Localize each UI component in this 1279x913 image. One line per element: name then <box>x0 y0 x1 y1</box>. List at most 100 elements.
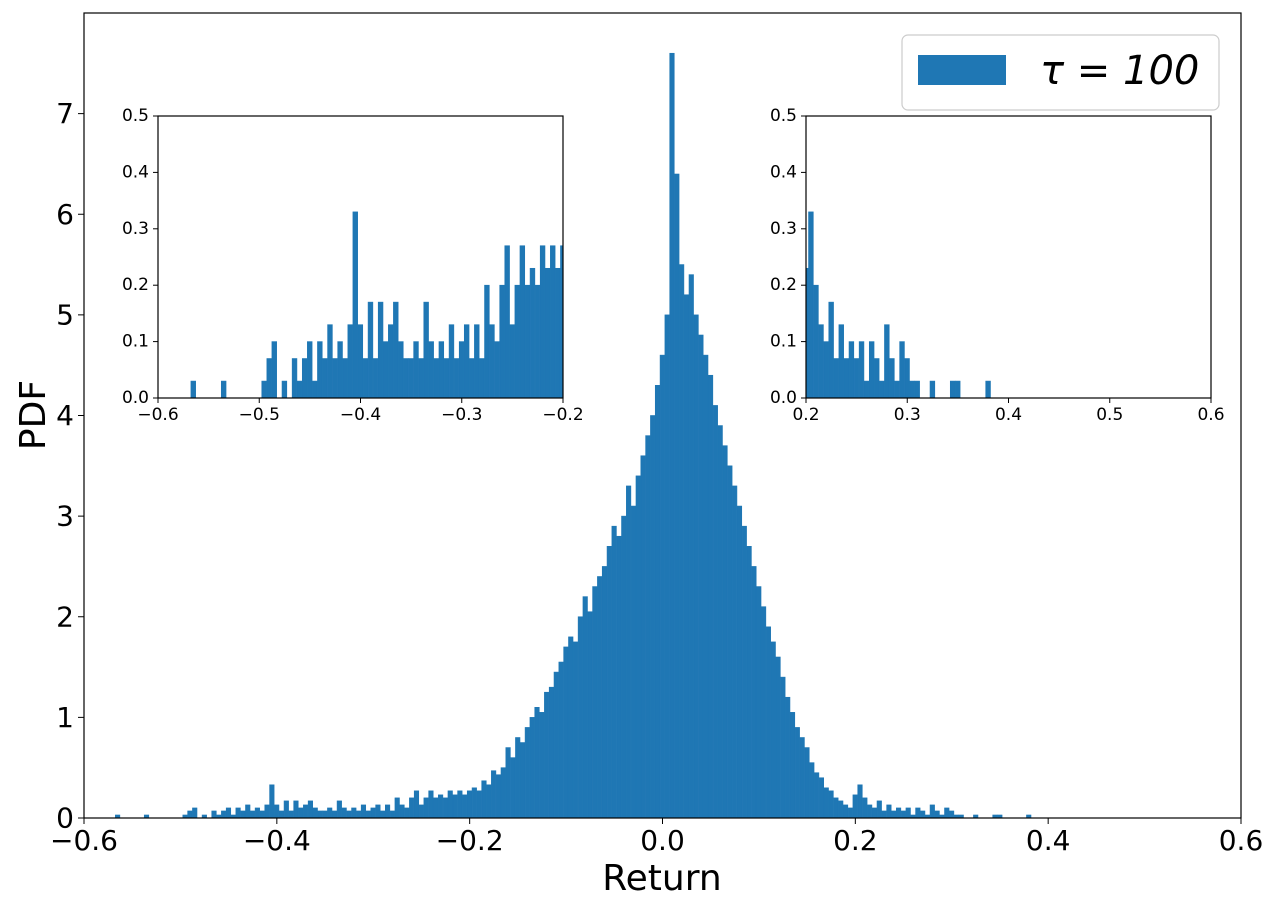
main-bar <box>346 810 352 819</box>
inset-0-bar <box>408 358 414 399</box>
main-bar <box>558 661 564 819</box>
main-bar <box>370 807 376 819</box>
main-x-tick-label: 0.0 <box>640 824 685 857</box>
inset-0-bar <box>443 358 450 399</box>
main-bar <box>577 616 583 819</box>
inset-1-x-tick-label: 0.3 <box>894 405 921 425</box>
legend: τ = 100 <box>901 34 1220 111</box>
inset-0-bar <box>514 284 520 399</box>
inset-0-x-tick-label: −0.2 <box>542 405 583 425</box>
main-bar <box>804 747 810 819</box>
main-bar <box>635 475 641 819</box>
inset-1-bar <box>838 324 844 399</box>
inset-0-bar <box>327 324 333 399</box>
main-bar <box>674 173 680 819</box>
main-bar <box>626 485 632 819</box>
main-bar <box>187 810 193 819</box>
main-bar <box>423 797 429 819</box>
inset-0-bar <box>418 358 424 399</box>
main-bar <box>510 757 516 819</box>
inset-0-bar <box>428 341 434 399</box>
inset-right-ticks: 0.2 0.3 0.4 0.5 0.6 0.0 0.1 0.2 0.3 0.4 0.5 <box>770 106 1225 425</box>
main-bar <box>519 742 526 819</box>
main-bar <box>905 807 911 819</box>
main-bar <box>775 656 781 819</box>
main-bar <box>688 274 694 819</box>
main-bar <box>621 515 627 819</box>
main-bar <box>915 807 921 819</box>
main-bar <box>587 611 593 819</box>
inset-0-bar <box>393 301 399 399</box>
main-bar <box>679 264 685 819</box>
inset-0-bar <box>372 358 379 399</box>
main-bar <box>389 810 395 819</box>
inset-0-bar <box>489 324 495 399</box>
main-bar <box>409 797 415 819</box>
main-bar <box>770 641 776 819</box>
main-y-tick-label: 6 <box>56 198 74 231</box>
inset-1-bar <box>894 380 900 399</box>
main-bar <box>341 807 347 819</box>
inset-1-y-tick-label: 0.2 <box>770 275 797 295</box>
main-y-tick-label: 4 <box>56 399 74 432</box>
inset-0-bar <box>494 341 500 399</box>
inset-0-y-tick-label: 0.5 <box>122 106 149 126</box>
inset-0-bar <box>301 358 308 399</box>
inset-1-y-tick-label: 0.0 <box>770 388 797 408</box>
main-bar <box>221 810 227 819</box>
main-bar <box>799 737 805 819</box>
inset-0-bar <box>362 358 369 399</box>
main-bar <box>331 810 338 819</box>
main-bar <box>582 596 588 819</box>
main-bar <box>934 810 940 819</box>
inset-0-y-tick-label: 0.3 <box>122 219 149 239</box>
main-bar <box>452 794 458 819</box>
main-bar <box>254 807 260 819</box>
main-bar <box>597 576 603 819</box>
main-bar <box>293 800 299 819</box>
main-bar <box>471 787 477 819</box>
main-bar <box>944 807 950 819</box>
inset-1-bar <box>863 380 870 399</box>
main-bar <box>756 586 762 819</box>
main-bar <box>920 810 926 819</box>
inset-0-bar <box>317 341 323 399</box>
main-bar <box>418 804 424 819</box>
main-bar <box>404 807 410 819</box>
main-bar <box>707 374 714 819</box>
inset-0-bar <box>296 380 303 399</box>
inset-0-bar <box>271 341 277 399</box>
main-bar <box>544 691 550 819</box>
inset-0-bar <box>555 267 561 399</box>
inset-0-bar <box>403 358 409 399</box>
main-bar <box>727 465 733 819</box>
inset-0-x-tick-label: −0.5 <box>239 405 280 425</box>
inset-0-y-tick-label: 0.1 <box>122 332 149 352</box>
inset-0-bar <box>463 324 470 399</box>
main-bar <box>867 804 873 819</box>
main-bar <box>322 810 328 819</box>
main-bar <box>712 405 718 819</box>
inset-0-bar <box>307 341 313 399</box>
main-bar <box>428 790 434 819</box>
main-bar <box>842 804 849 819</box>
main-bar <box>278 810 285 819</box>
main-bar <box>385 804 391 819</box>
main-bar <box>785 696 791 819</box>
main-bar <box>698 334 704 819</box>
main-bar <box>327 807 333 819</box>
main-bar <box>751 566 757 819</box>
main-bar <box>606 546 612 819</box>
inset-0-bar <box>332 358 338 399</box>
main-bar <box>616 535 622 819</box>
main-bar <box>847 807 853 819</box>
inset-0-bar <box>560 245 564 399</box>
inset-0-x-tick-label: −0.3 <box>441 405 482 425</box>
inset-0-bar <box>433 358 439 399</box>
inset-1-bar <box>833 358 839 399</box>
main-bar <box>312 807 318 819</box>
inset-0-bar <box>499 284 505 399</box>
main-x-tick-label: −0.6 <box>50 824 118 857</box>
